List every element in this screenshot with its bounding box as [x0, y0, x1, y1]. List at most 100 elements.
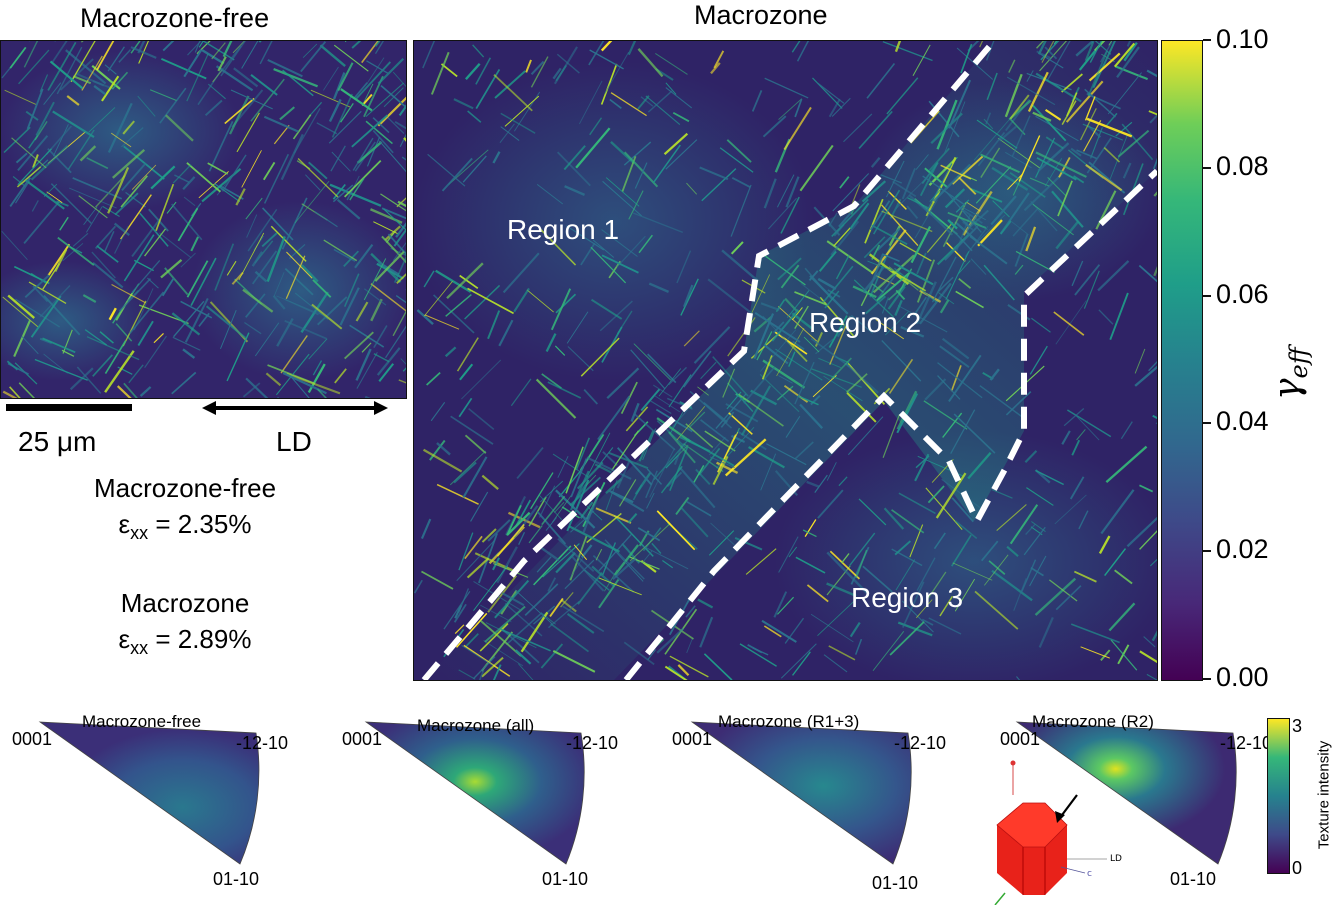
slip-band-streak [472, 44, 485, 58]
slip-band-streak [829, 550, 861, 580]
slip-band-streak [797, 395, 819, 406]
slip-band-streak [983, 264, 1015, 301]
slip-band-streak [1075, 414, 1100, 441]
slip-band-streak [539, 228, 577, 266]
ipf-wedge-macrozone-r13 [690, 721, 912, 865]
slip-band-streak [500, 126, 520, 141]
slip-band-streak [392, 242, 406, 261]
slip-band-streak [1105, 445, 1148, 483]
slip-band-streak [250, 74, 278, 96]
slip-band-streak [465, 62, 481, 80]
slip-band-streak [730, 241, 744, 255]
slip-band-streak [95, 174, 126, 208]
slip-band-streak [122, 120, 135, 135]
slip-band-streak [794, 361, 815, 405]
slip-band-streak [86, 157, 109, 170]
slip-band-streak [647, 90, 673, 113]
slip-band-streak [900, 325, 925, 338]
slip-band-streak [506, 511, 531, 536]
slip-band-streak [1029, 345, 1048, 375]
slip-band-streak [207, 162, 229, 175]
slip-band-streak [945, 251, 970, 300]
slip-band-streak [594, 463, 612, 474]
slip-band-streak [633, 343, 672, 381]
slip-band-streak [901, 168, 916, 200]
slip-band-streak [586, 505, 603, 521]
slip-band-streak [180, 252, 196, 268]
slip-band-streak [887, 190, 907, 210]
slip-band-streak [640, 96, 654, 107]
strain-macrozone: Macrozone εxx = 2.89% [50, 585, 320, 666]
slip-band-streak [355, 348, 372, 381]
slip-band-streak [892, 180, 917, 198]
slip-band-streak [266, 236, 286, 282]
slip-band-streak [432, 294, 475, 334]
slip-band-streak [882, 414, 901, 458]
slip-band-streak [734, 537, 763, 551]
slip-band-streak [990, 195, 1017, 226]
crystal-ld-label: LD [1110, 854, 1122, 864]
slip-band-streak [763, 343, 789, 365]
slip-band-streak [566, 479, 590, 532]
slip-band-streak [353, 82, 368, 99]
slip-band-streak [542, 543, 580, 578]
slip-band-streak [566, 613, 595, 634]
slip-band-streak [634, 413, 676, 451]
slip-band-streak [1151, 630, 1157, 642]
slip-band-streak [1055, 300, 1087, 345]
slip-band-streak [966, 213, 979, 232]
slip-band-streak [872, 189, 901, 235]
slip-band-streak [401, 156, 406, 161]
slip-band-streak [478, 669, 485, 680]
slip-band-streak [487, 519, 511, 542]
slip-band-streak [51, 41, 68, 64]
slip-band-streak [1103, 147, 1121, 163]
slip-band-streak [9, 386, 21, 398]
slip-band-streak [528, 525, 543, 544]
slip-band-streak [261, 232, 278, 248]
slip-band-streak [329, 183, 382, 207]
slip-band-streak [449, 450, 486, 486]
slip-band-streak [928, 617, 962, 635]
slip-band-streak [1036, 41, 1045, 49]
slip-band-streak [1024, 450, 1038, 464]
slip-band-streak [647, 353, 677, 384]
slip-band-streak [1066, 92, 1078, 117]
slip-band-streak [251, 250, 278, 285]
slip-band-streak [422, 41, 436, 69]
slip-band-streak [889, 621, 925, 656]
slip-band-streak [1032, 111, 1052, 122]
slip-band-streak [462, 155, 487, 183]
right-map-streaks [414, 41, 1157, 680]
slip-band-streak [394, 121, 406, 130]
slip-band-streak [947, 211, 987, 229]
slip-band-streak [972, 220, 988, 230]
slip-band-streak [784, 617, 805, 644]
slip-band-streak [526, 289, 554, 313]
slip-band-streak [1121, 123, 1154, 161]
slip-band-streak [780, 643, 817, 679]
slip-band-streak [708, 436, 726, 456]
right-panel-title: Macrozone [694, 0, 828, 30]
macrozone-free-map-texture [1, 41, 406, 398]
slip-band-streak [630, 402, 640, 423]
slip-band-streak [365, 120, 393, 145]
slip-band-streak [1117, 129, 1150, 158]
slip-band-streak [395, 222, 406, 238]
slip-band-streak [699, 166, 729, 181]
slip-band-streak [470, 491, 489, 522]
slip-band-streak [944, 225, 979, 261]
slip-band-streak [946, 242, 966, 262]
slip-band-streak [992, 200, 1010, 218]
slip-band-streak [284, 319, 327, 340]
slip-band-streak [1023, 170, 1066, 212]
slip-band-streak [794, 98, 803, 118]
slip-band-streak [826, 462, 837, 481]
slip-band-streak [26, 88, 44, 130]
slip-band-streak [804, 519, 817, 537]
slip-band-streak [280, 335, 308, 374]
slip-band-streak [849, 621, 861, 638]
slip-band-streak [1053, 311, 1085, 336]
slip-band-streak [778, 536, 799, 573]
slip-band-streak [1035, 115, 1079, 142]
